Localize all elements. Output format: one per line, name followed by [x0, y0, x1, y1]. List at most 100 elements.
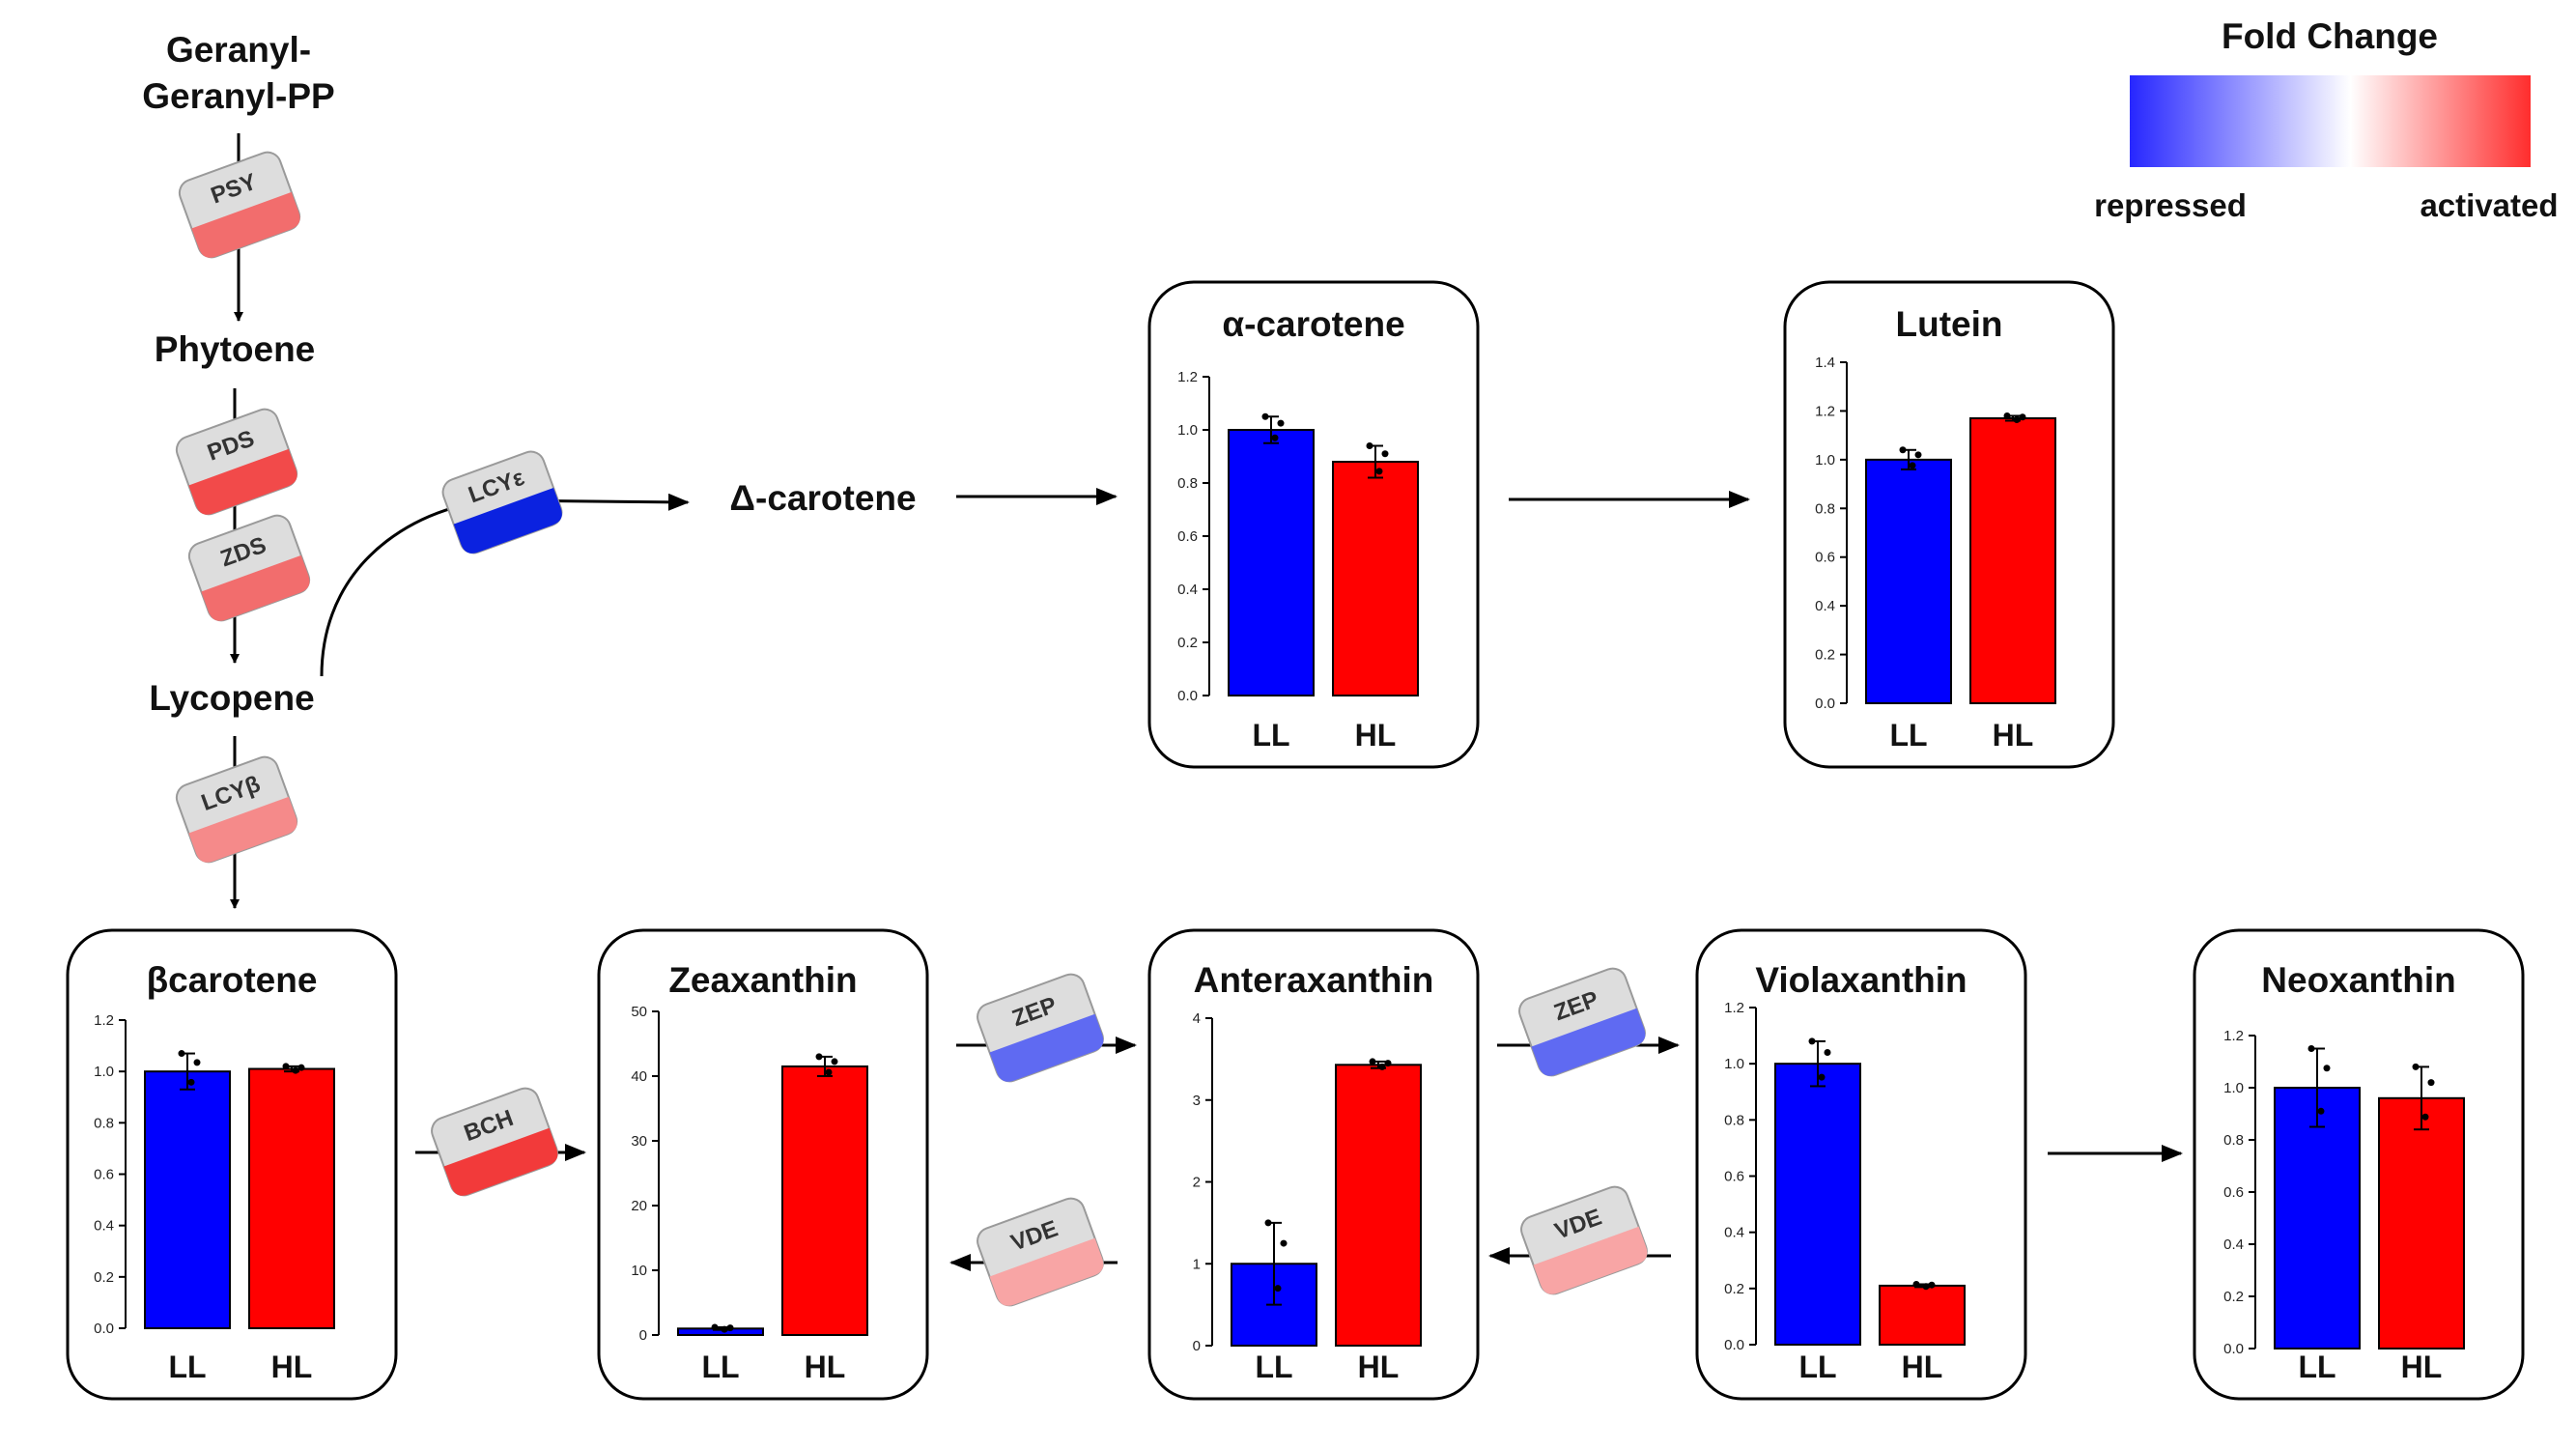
- category-label: HL: [805, 1350, 846, 1384]
- replicate-point: [1381, 450, 1389, 458]
- y-tick-label: 0.6: [2223, 1184, 2244, 1201]
- category-label: LL: [701, 1350, 739, 1384]
- replicate-point: [1818, 1073, 1826, 1081]
- category-label: HL: [1355, 718, 1397, 753]
- replicate-point: [1824, 1049, 1831, 1057]
- chart-panels: α-carotene 0.0 0.2 0.4 0.6 0.8 1.0 1.2 LL HL Lutei…: [66, 280, 2525, 1401]
- legend-low-label: repressed: [2094, 187, 2247, 223]
- y-tick-label: 0.6: [1815, 550, 1835, 566]
- replicate-point: [297, 1064, 305, 1071]
- panel-title: Neoxanthin: [2261, 960, 2455, 1000]
- y-tick-label: 1.0: [2223, 1080, 2244, 1096]
- category-label: HL: [1358, 1350, 1400, 1384]
- replicate-point: [1277, 419, 1285, 427]
- replicate-point: [178, 1050, 185, 1058]
- metabolite-delta-carotene: Δ-carotene: [729, 478, 916, 518]
- enzyme-vde-2: VDE: [1520, 1185, 1648, 1295]
- y-tick-label: 1.0: [94, 1064, 114, 1080]
- replicate-point: [1909, 462, 1916, 469]
- bar-ll: [1228, 429, 1315, 696]
- replicate-point: [1264, 1219, 1272, 1227]
- y-tick-label: 0.2: [1815, 647, 1835, 664]
- y-tick-label: 30: [631, 1133, 647, 1150]
- replicate-point: [2013, 416, 2021, 424]
- replicate-point: [815, 1053, 823, 1061]
- enzyme-pds-band: [188, 448, 297, 515]
- enzyme-vde-1-band: [989, 1237, 1104, 1306]
- metabolite-phytoene: Phytoene: [155, 329, 316, 369]
- category-label: HL: [2401, 1350, 2443, 1384]
- panel-title: Violaxanthin: [1755, 960, 1967, 1000]
- enzyme-lcy-beta: LCYβ: [175, 755, 298, 864]
- y-tick-label: 1.2: [1724, 1000, 1744, 1016]
- y-tick-label: 0.0: [1815, 696, 1835, 712]
- replicate-point: [1928, 1281, 1936, 1289]
- enzyme-zds: ZDS: [187, 514, 311, 622]
- bar-ll: [1865, 458, 1952, 704]
- y-tick-label: 0.8: [1815, 500, 1835, 517]
- panel-title: Lutein: [1896, 304, 2003, 344]
- panel-title: βcarotene: [147, 960, 318, 1000]
- bar-hl: [2378, 1096, 2465, 1350]
- enzyme-vde-1: VDE: [977, 1197, 1104, 1307]
- enzyme-vde-2-band: [1533, 1226, 1648, 1294]
- y-tick-label: 0.4: [1724, 1225, 1744, 1241]
- y-tick-label: 0.0: [1724, 1337, 1744, 1353]
- y-tick-label: 0.0: [94, 1321, 114, 1337]
- y-tick-label: 0.4: [1815, 598, 1835, 614]
- replicate-point: [1274, 1285, 1282, 1293]
- category-label: LL: [2298, 1350, 2335, 1384]
- enzyme-pds: PDS: [175, 408, 298, 516]
- y-tick-label: 20: [631, 1198, 647, 1214]
- y-tick-label: 0.8: [2223, 1132, 2244, 1149]
- replicate-point: [1261, 412, 1269, 420]
- y-tick-label: 0.6: [94, 1167, 114, 1183]
- replicate-point: [1384, 1060, 1392, 1067]
- y-tick-label: 40: [631, 1068, 647, 1085]
- enzyme-zep-2-band: [1531, 1008, 1646, 1076]
- replicate-point: [1366, 442, 1373, 449]
- y-tick-label: 1.2: [2223, 1028, 2244, 1044]
- fold-change-legend: Fold Change repressed activated: [2094, 16, 2558, 223]
- enzyme-zep-1: ZEP: [977, 973, 1104, 1083]
- legend-gradient-bar: [2130, 75, 2531, 167]
- bar-hl: [1969, 416, 2056, 704]
- panel-frame: [66, 928, 398, 1401]
- bar-ll: [2274, 1087, 2361, 1350]
- y-tick-label: 0.2: [1177, 635, 1198, 651]
- replicate-point: [2003, 412, 2011, 419]
- y-tick-label: 3: [1193, 1093, 1201, 1109]
- y-tick-label: 1: [1193, 1256, 1201, 1272]
- enzyme-zep-2: ZEP: [1518, 967, 1646, 1077]
- replicate-point: [1914, 451, 1922, 459]
- replicate-point: [282, 1063, 290, 1070]
- panel-bcarotene: βcarotene 0.0 0.2 0.4 0.6 0.8 1.0 1.2 LL HL: [66, 928, 398, 1401]
- enzyme-badges: PSY PDS ZDS LCYε LCYβ BCH: [175, 151, 1648, 1307]
- enzyme-lcy-epsilon: LCYε: [441, 450, 563, 554]
- replicate-point: [1899, 446, 1907, 454]
- y-tick-label: 1.0: [1177, 422, 1198, 439]
- y-tick-label: 0.6: [1724, 1169, 1744, 1185]
- y-tick-label: 1.2: [94, 1012, 114, 1029]
- metabolite-lycopene: Lycopene: [149, 678, 314, 718]
- replicate-point: [1912, 1280, 1920, 1288]
- replicate-point: [1808, 1037, 1816, 1045]
- replicate-point: [2427, 1079, 2435, 1087]
- y-tick-label: 0.8: [1177, 475, 1198, 492]
- y-tick-label: 1.2: [1815, 403, 1835, 419]
- category-label: LL: [1255, 1350, 1292, 1384]
- y-tick-label: 0.6: [1177, 528, 1198, 545]
- legend-title: Fold Change: [2222, 16, 2438, 56]
- panel-neoxanthin: Neoxanthin 0.0 0.2 0.4 0.6 0.8 1.0 1.2 LL HL: [2193, 928, 2525, 1401]
- y-tick-label: 1.0: [1815, 452, 1835, 469]
- category-label: HL: [1902, 1350, 1943, 1384]
- panel-lutein: Lutein 0.0 0.2 0.4 0.6 0.8 1.0 1.2 1.4 LL HL: [1783, 280, 2115, 769]
- y-tick-label: 2: [1193, 1175, 1201, 1191]
- category-label: LL: [1889, 718, 1927, 753]
- replicate-point: [2307, 1045, 2315, 1052]
- enzyme-psy: PSY: [178, 151, 301, 259]
- y-tick-label: 0.8: [1724, 1112, 1744, 1128]
- panel-title: α-carotene: [1222, 304, 1404, 344]
- y-tick-label: 0.2: [1724, 1281, 1744, 1297]
